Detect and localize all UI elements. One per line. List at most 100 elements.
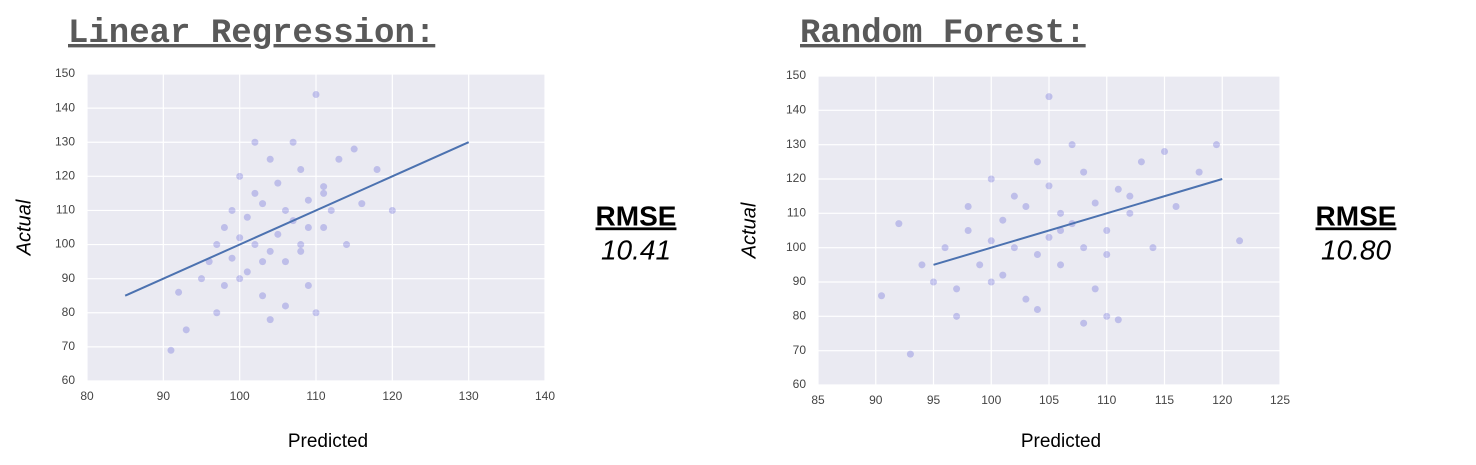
point bbox=[228, 254, 236, 262]
point bbox=[220, 224, 228, 231]
point bbox=[1149, 244, 1157, 252]
point bbox=[297, 241, 305, 249]
point bbox=[1022, 202, 1030, 210]
rmse-label: RMSE bbox=[596, 200, 677, 231]
point bbox=[1057, 209, 1065, 217]
point bbox=[878, 292, 886, 300]
point bbox=[259, 292, 267, 300]
y-tick-label: 70 bbox=[793, 343, 807, 357]
point bbox=[1212, 141, 1220, 149]
point bbox=[304, 281, 312, 289]
point bbox=[251, 189, 259, 197]
point bbox=[320, 183, 328, 191]
x-tick-label: 95 bbox=[927, 393, 941, 407]
point bbox=[312, 90, 320, 98]
point bbox=[1091, 285, 1099, 293]
point bbox=[895, 220, 903, 228]
x-tick-label: 85 bbox=[811, 393, 825, 407]
point bbox=[213, 241, 221, 249]
x-tick-label: 105 bbox=[1039, 393, 1059, 407]
point bbox=[1080, 319, 1088, 327]
point bbox=[259, 258, 267, 266]
point bbox=[1103, 251, 1111, 259]
point bbox=[1010, 192, 1018, 200]
point bbox=[1057, 227, 1065, 234]
point bbox=[198, 275, 205, 283]
point bbox=[1114, 185, 1122, 193]
point bbox=[964, 227, 972, 234]
point bbox=[343, 241, 351, 249]
point bbox=[289, 138, 297, 146]
point bbox=[175, 288, 183, 296]
point bbox=[1103, 312, 1111, 320]
y-tick-label: 150 bbox=[55, 66, 75, 80]
x-tick-label: 90 bbox=[157, 389, 171, 403]
point bbox=[243, 268, 251, 276]
point bbox=[243, 213, 251, 221]
point bbox=[236, 172, 244, 180]
point bbox=[999, 216, 1007, 224]
point bbox=[312, 309, 320, 317]
point bbox=[251, 138, 259, 146]
y-tick-label: 120 bbox=[786, 171, 806, 185]
y-tick-label: 150 bbox=[786, 68, 806, 82]
point bbox=[1091, 199, 1099, 207]
point bbox=[182, 326, 190, 334]
point bbox=[953, 312, 961, 320]
point bbox=[1126, 192, 1134, 200]
point bbox=[1080, 168, 1088, 176]
y-axis-label: Actual bbox=[738, 202, 760, 259]
point bbox=[1172, 202, 1180, 210]
y-tick-label: 140 bbox=[786, 103, 806, 117]
y-axis-label: Actual bbox=[13, 199, 35, 256]
point bbox=[373, 166, 381, 174]
y-tick-label: 130 bbox=[55, 134, 75, 148]
point bbox=[1045, 93, 1053, 101]
point bbox=[266, 155, 274, 163]
x-tick-label: 80 bbox=[80, 389, 94, 403]
x-tick-label: 130 bbox=[459, 389, 479, 403]
y-tick-label: 110 bbox=[787, 206, 806, 220]
y-tick-label: 70 bbox=[62, 339, 76, 353]
y-tick-label: 60 bbox=[793, 377, 807, 391]
point bbox=[976, 261, 984, 269]
y-tick-label: 80 bbox=[793, 309, 807, 323]
point bbox=[1033, 305, 1041, 313]
y-tick-label: 80 bbox=[62, 305, 76, 319]
point bbox=[964, 202, 972, 210]
point bbox=[320, 189, 328, 197]
x-axis-label: Predicted bbox=[288, 431, 368, 452]
y-tick-label: 100 bbox=[55, 237, 75, 251]
rmse-label: RMSE bbox=[1316, 200, 1397, 231]
point bbox=[281, 302, 289, 310]
point bbox=[327, 206, 335, 214]
point bbox=[1033, 158, 1041, 166]
y-tick-label: 90 bbox=[62, 271, 76, 285]
point bbox=[941, 244, 949, 252]
point bbox=[320, 224, 328, 231]
y-tick-label: 100 bbox=[786, 240, 806, 254]
point bbox=[281, 258, 289, 266]
point bbox=[228, 206, 236, 214]
point bbox=[906, 350, 914, 358]
point bbox=[1022, 295, 1030, 303]
point bbox=[1137, 158, 1145, 166]
point bbox=[930, 278, 937, 286]
point bbox=[999, 271, 1007, 279]
x-tick-label: 100 bbox=[230, 389, 250, 403]
point bbox=[987, 237, 995, 245]
point bbox=[281, 206, 289, 214]
point bbox=[1010, 244, 1018, 252]
point bbox=[335, 155, 343, 163]
y-tick-label: 110 bbox=[56, 203, 75, 217]
x-tick-label: 90 bbox=[869, 393, 883, 407]
point bbox=[1068, 141, 1076, 149]
rmse-value: 10.41 bbox=[601, 234, 671, 265]
point bbox=[266, 316, 274, 324]
point bbox=[297, 166, 305, 174]
point bbox=[953, 285, 961, 293]
chart-heading: Linear Regression: bbox=[68, 15, 435, 53]
point bbox=[213, 309, 221, 317]
chart-heading: Random Forest: bbox=[800, 15, 1086, 53]
point bbox=[1045, 182, 1053, 190]
